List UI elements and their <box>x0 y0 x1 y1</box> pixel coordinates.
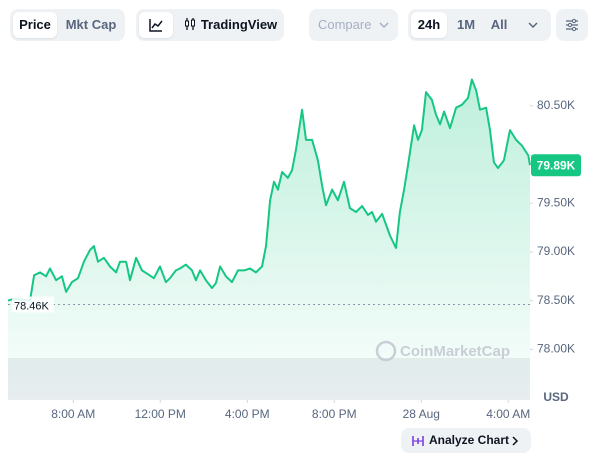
x-tick-label: 8:00 AM <box>51 407 95 421</box>
tradingview-button[interactable]: TradingView <box>178 12 282 38</box>
tradingview-label: TradingView <box>200 17 278 32</box>
market-cap-tab[interactable]: Mkt Cap <box>65 17 117 32</box>
range-24h[interactable]: 24h <box>411 12 447 38</box>
compare-label: Compare <box>317 17 372 32</box>
x-tick-label: 12:00 PM <box>135 407 186 421</box>
reference-label: 78.46K <box>14 300 50 312</box>
chart-style-switch: TradingView <box>136 9 284 41</box>
range-1m[interactable]: 1M <box>456 17 476 32</box>
x-tick-label: 4:00 AM <box>486 407 530 421</box>
settings-button[interactable] <box>556 9 588 41</box>
range-more[interactable] <box>520 12 546 38</box>
range-all[interactable]: All <box>490 17 508 32</box>
analyze-label: Analyze Chart <box>429 433 510 447</box>
y-tick-label: 80.50K <box>537 98 575 112</box>
price-tab[interactable]: Price <box>13 12 57 38</box>
watermark-text: CoinMarketCap <box>400 343 510 360</box>
chevron <box>528 22 538 29</box>
price-line <box>7 78 531 302</box>
x-tick-label: 4:00 PM <box>225 407 270 421</box>
analyze-chart-button[interactable]: Analyze Chart <box>401 428 531 453</box>
chevron <box>512 436 519 446</box>
x-tick-label: 28 Aug <box>403 407 440 421</box>
y-tick-label: 78.00K <box>537 342 575 356</box>
settings-icon <box>566 18 578 32</box>
price-area <box>8 79 530 400</box>
chart-type-switch: Price Mkt Cap <box>10 9 125 41</box>
compare-dropdown[interactable]: Compare <box>309 9 398 41</box>
line-chart-button[interactable] <box>139 12 173 38</box>
last-price-label: 79.89K <box>537 158 576 172</box>
range-switch: 24h 1M All <box>408 9 551 41</box>
watermark: CoinMarketCap <box>375 340 510 362</box>
volume-band <box>8 358 530 400</box>
chevron <box>379 22 389 29</box>
line-icon <box>149 19 163 32</box>
last-price-badge <box>531 154 581 177</box>
analyze-icon <box>412 436 424 446</box>
y-axis-unit: USD <box>543 390 569 404</box>
candle-icon <box>184 18 195 30</box>
x-tick-label: 8:00 PM <box>312 407 357 421</box>
y-tick-label: 79.50K <box>537 195 575 209</box>
y-tick-label: 78.50K <box>537 293 575 307</box>
y-tick-label: 79.00K <box>537 244 575 258</box>
reference-label-bg <box>12 296 54 313</box>
compare-button[interactable]: Compare <box>309 12 398 38</box>
